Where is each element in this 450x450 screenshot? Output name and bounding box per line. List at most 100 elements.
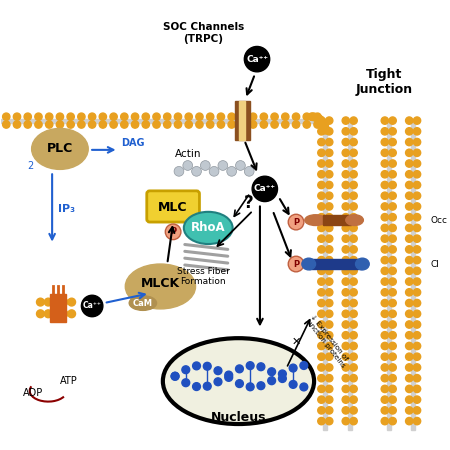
- Circle shape: [235, 161, 245, 171]
- Circle shape: [325, 353, 333, 360]
- Circle shape: [350, 160, 357, 167]
- Circle shape: [389, 192, 396, 199]
- Bar: [324, 215, 351, 225]
- Circle shape: [389, 299, 396, 307]
- Circle shape: [381, 149, 388, 157]
- Circle shape: [414, 224, 421, 232]
- Circle shape: [318, 310, 325, 317]
- Circle shape: [350, 171, 357, 178]
- Circle shape: [310, 113, 318, 121]
- Circle shape: [60, 310, 68, 318]
- Circle shape: [3, 113, 10, 120]
- Circle shape: [325, 235, 333, 242]
- Circle shape: [350, 181, 357, 189]
- Circle shape: [389, 149, 396, 157]
- Circle shape: [325, 160, 333, 167]
- Circle shape: [405, 214, 413, 221]
- Circle shape: [228, 121, 235, 128]
- Circle shape: [342, 128, 350, 135]
- Circle shape: [350, 288, 357, 296]
- Circle shape: [342, 385, 350, 392]
- Circle shape: [342, 181, 350, 189]
- Circle shape: [260, 113, 267, 120]
- Circle shape: [318, 374, 325, 382]
- Circle shape: [142, 113, 149, 120]
- Circle shape: [389, 128, 396, 135]
- Circle shape: [217, 121, 225, 128]
- Circle shape: [209, 166, 219, 176]
- Circle shape: [238, 121, 246, 128]
- Ellipse shape: [356, 258, 369, 270]
- Circle shape: [318, 235, 325, 242]
- Circle shape: [244, 166, 254, 176]
- Circle shape: [350, 396, 357, 403]
- Circle shape: [14, 113, 21, 120]
- Text: ↓ Expression of
junction proteins: ↓ Expression of junction proteins: [304, 313, 351, 369]
- Circle shape: [414, 214, 421, 221]
- Circle shape: [81, 295, 103, 317]
- Circle shape: [318, 117, 325, 125]
- Circle shape: [257, 363, 265, 371]
- Circle shape: [318, 364, 325, 371]
- Circle shape: [350, 149, 357, 157]
- Circle shape: [153, 121, 160, 128]
- Circle shape: [325, 267, 333, 274]
- Text: RhoA: RhoA: [191, 221, 225, 234]
- Circle shape: [68, 298, 76, 306]
- Circle shape: [182, 366, 190, 374]
- Circle shape: [381, 117, 388, 124]
- Circle shape: [314, 121, 321, 128]
- Circle shape: [389, 418, 396, 425]
- Circle shape: [342, 117, 350, 124]
- Circle shape: [314, 113, 321, 120]
- Circle shape: [381, 246, 388, 253]
- Text: ✕: ✕: [291, 337, 301, 347]
- Circle shape: [381, 332, 388, 339]
- Circle shape: [389, 246, 396, 253]
- Circle shape: [182, 379, 190, 387]
- Circle shape: [279, 375, 286, 382]
- Circle shape: [325, 407, 333, 414]
- Circle shape: [225, 374, 233, 381]
- Circle shape: [321, 122, 328, 130]
- Circle shape: [268, 377, 275, 385]
- Ellipse shape: [125, 264, 196, 309]
- Circle shape: [389, 224, 396, 232]
- Circle shape: [389, 288, 396, 296]
- Circle shape: [350, 278, 357, 285]
- Circle shape: [99, 113, 107, 120]
- Circle shape: [78, 113, 85, 120]
- Text: P: P: [293, 260, 299, 269]
- Circle shape: [318, 321, 325, 328]
- Circle shape: [389, 321, 396, 328]
- Circle shape: [193, 382, 200, 391]
- Circle shape: [381, 235, 388, 242]
- Circle shape: [381, 374, 388, 382]
- Circle shape: [271, 121, 278, 128]
- Circle shape: [325, 192, 333, 199]
- Circle shape: [414, 321, 421, 328]
- Circle shape: [389, 310, 396, 317]
- Circle shape: [318, 418, 325, 425]
- Circle shape: [171, 372, 179, 380]
- Circle shape: [350, 407, 357, 414]
- Text: Stress Fiber
Formation: Stress Fiber Formation: [177, 267, 230, 286]
- Circle shape: [350, 203, 357, 210]
- Circle shape: [389, 374, 396, 382]
- Circle shape: [342, 278, 350, 285]
- Circle shape: [342, 203, 350, 210]
- Circle shape: [325, 214, 333, 221]
- Circle shape: [315, 115, 323, 122]
- Circle shape: [342, 192, 350, 199]
- Circle shape: [342, 235, 350, 242]
- Circle shape: [110, 113, 117, 120]
- Circle shape: [174, 113, 182, 120]
- Circle shape: [164, 121, 171, 128]
- Circle shape: [389, 181, 396, 189]
- Bar: [1, 119, 325, 122]
- Circle shape: [89, 113, 96, 120]
- Circle shape: [405, 267, 413, 274]
- Text: SOC Channels
(TRPC): SOC Channels (TRPC): [163, 22, 244, 44]
- Circle shape: [350, 418, 357, 425]
- Circle shape: [325, 321, 333, 328]
